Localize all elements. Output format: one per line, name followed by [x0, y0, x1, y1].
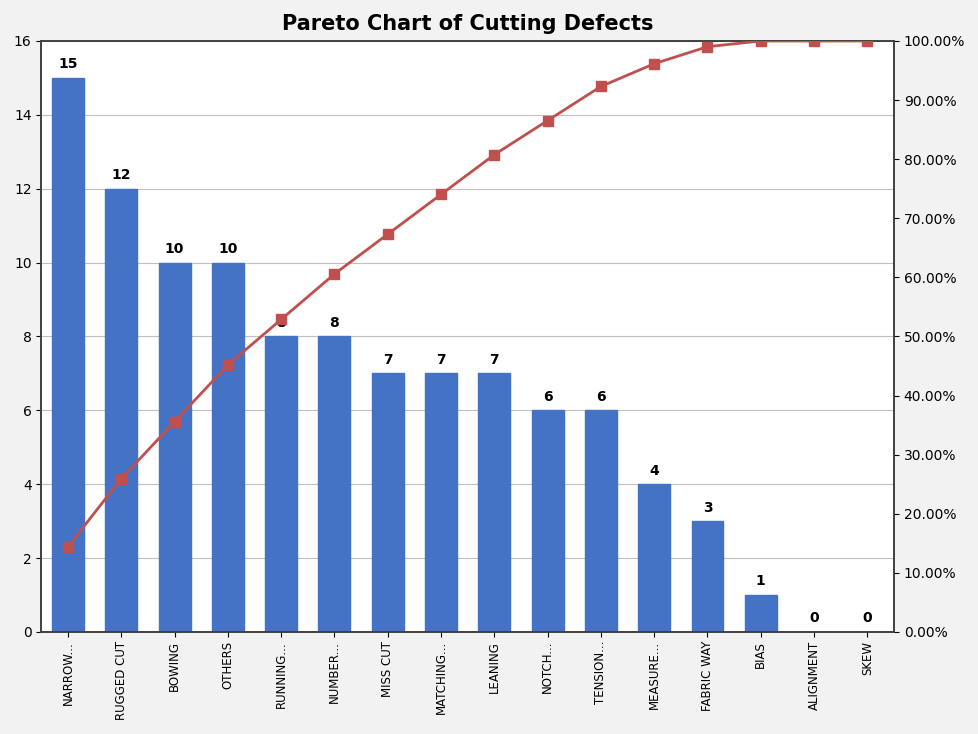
Text: 6: 6	[542, 390, 552, 404]
Text: 8: 8	[330, 316, 339, 330]
Text: 10: 10	[218, 242, 238, 256]
Bar	[424, 374, 457, 632]
Text: 15: 15	[59, 57, 77, 71]
Bar	[265, 336, 297, 632]
Bar	[372, 374, 403, 632]
Text: 1: 1	[755, 575, 765, 589]
Text: 7: 7	[436, 353, 445, 367]
Bar	[52, 78, 84, 632]
Bar	[584, 410, 616, 632]
Bar	[638, 484, 670, 632]
Bar	[158, 263, 191, 632]
Text: 12: 12	[111, 168, 131, 182]
Bar	[744, 595, 776, 632]
Bar	[106, 189, 137, 632]
Text: 8: 8	[276, 316, 286, 330]
Title: Pareto Chart of Cutting Defects: Pareto Chart of Cutting Defects	[282, 14, 652, 34]
Text: 7: 7	[382, 353, 392, 367]
Text: 4: 4	[648, 464, 658, 478]
Text: 3: 3	[702, 501, 712, 515]
Bar	[318, 336, 350, 632]
Bar	[690, 521, 723, 632]
Text: 0: 0	[809, 611, 818, 625]
Text: 7: 7	[489, 353, 499, 367]
Text: 10: 10	[164, 242, 184, 256]
Text: 0: 0	[862, 611, 871, 625]
Text: 6: 6	[596, 390, 605, 404]
Bar	[531, 410, 563, 632]
Bar	[478, 374, 510, 632]
Bar	[211, 263, 244, 632]
